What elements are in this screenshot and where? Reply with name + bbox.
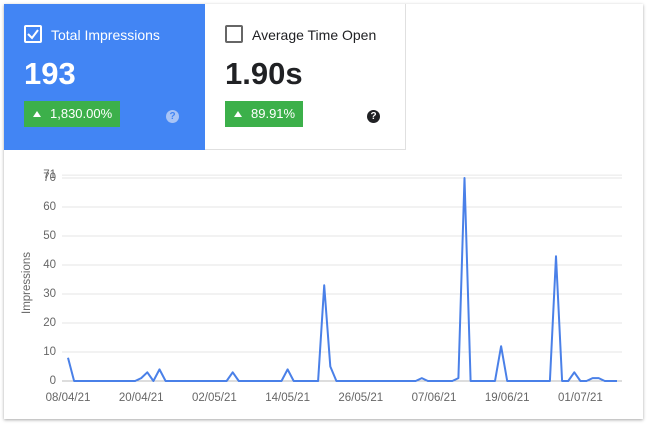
y-tick-label: 40 (43, 259, 56, 271)
metric-card[interactable]: Total Impressions 193 1,830.00% ? (4, 4, 205, 150)
y-tick-label: 30 (43, 288, 56, 300)
change-text: 89.91% (251, 106, 296, 121)
y-tick-label: 71 (43, 169, 56, 181)
y-tick-label: 60 (43, 201, 56, 213)
help-icon[interactable]: ? (166, 110, 179, 123)
change-badge: 89.91% (225, 101, 304, 127)
metric-value: 193 (24, 56, 76, 91)
y-tick-label: 10 (43, 346, 56, 358)
x-tick-label: 07/06/21 (412, 392, 457, 404)
line (67, 177, 617, 382)
x-tick-label: 01/07/21 (558, 392, 603, 404)
change-badge: 1,830.00% (24, 101, 121, 127)
metric-label: Average Time Open (252, 27, 377, 43)
x-tick-label: 02/05/21 (192, 392, 237, 404)
metric-value: 1.90s (225, 56, 303, 91)
y-tick-label: 0 (50, 375, 56, 387)
x-tick-label: 08/04/21 (46, 392, 91, 404)
check-icon (27, 29, 39, 40)
widget: Total Impressions 193 1,830.00% ? Averag… (4, 4, 643, 419)
checkbox[interactable] (225, 25, 243, 43)
x-tick-label: 26/05/21 (338, 392, 383, 404)
x-tick-label: 20/04/21 (119, 392, 164, 404)
metric-card[interactable]: Average Time Open 1.90s 89.91% ? (205, 4, 406, 150)
metric-label: Total Impressions (51, 27, 160, 43)
help-icon[interactable]: ? (367, 110, 380, 123)
x-tick-label: 19/06/21 (485, 392, 530, 404)
y-tick-label: 70 (43, 172, 56, 184)
y-tick-label: 50 (43, 230, 56, 242)
y-tick-label: 20 (43, 317, 56, 329)
change-text: 1,830.00% (50, 106, 113, 121)
y-axis-title: Impressions (21, 252, 33, 314)
x-tick-label: 14/05/21 (265, 392, 310, 404)
checkbox[interactable] (24, 25, 42, 43)
